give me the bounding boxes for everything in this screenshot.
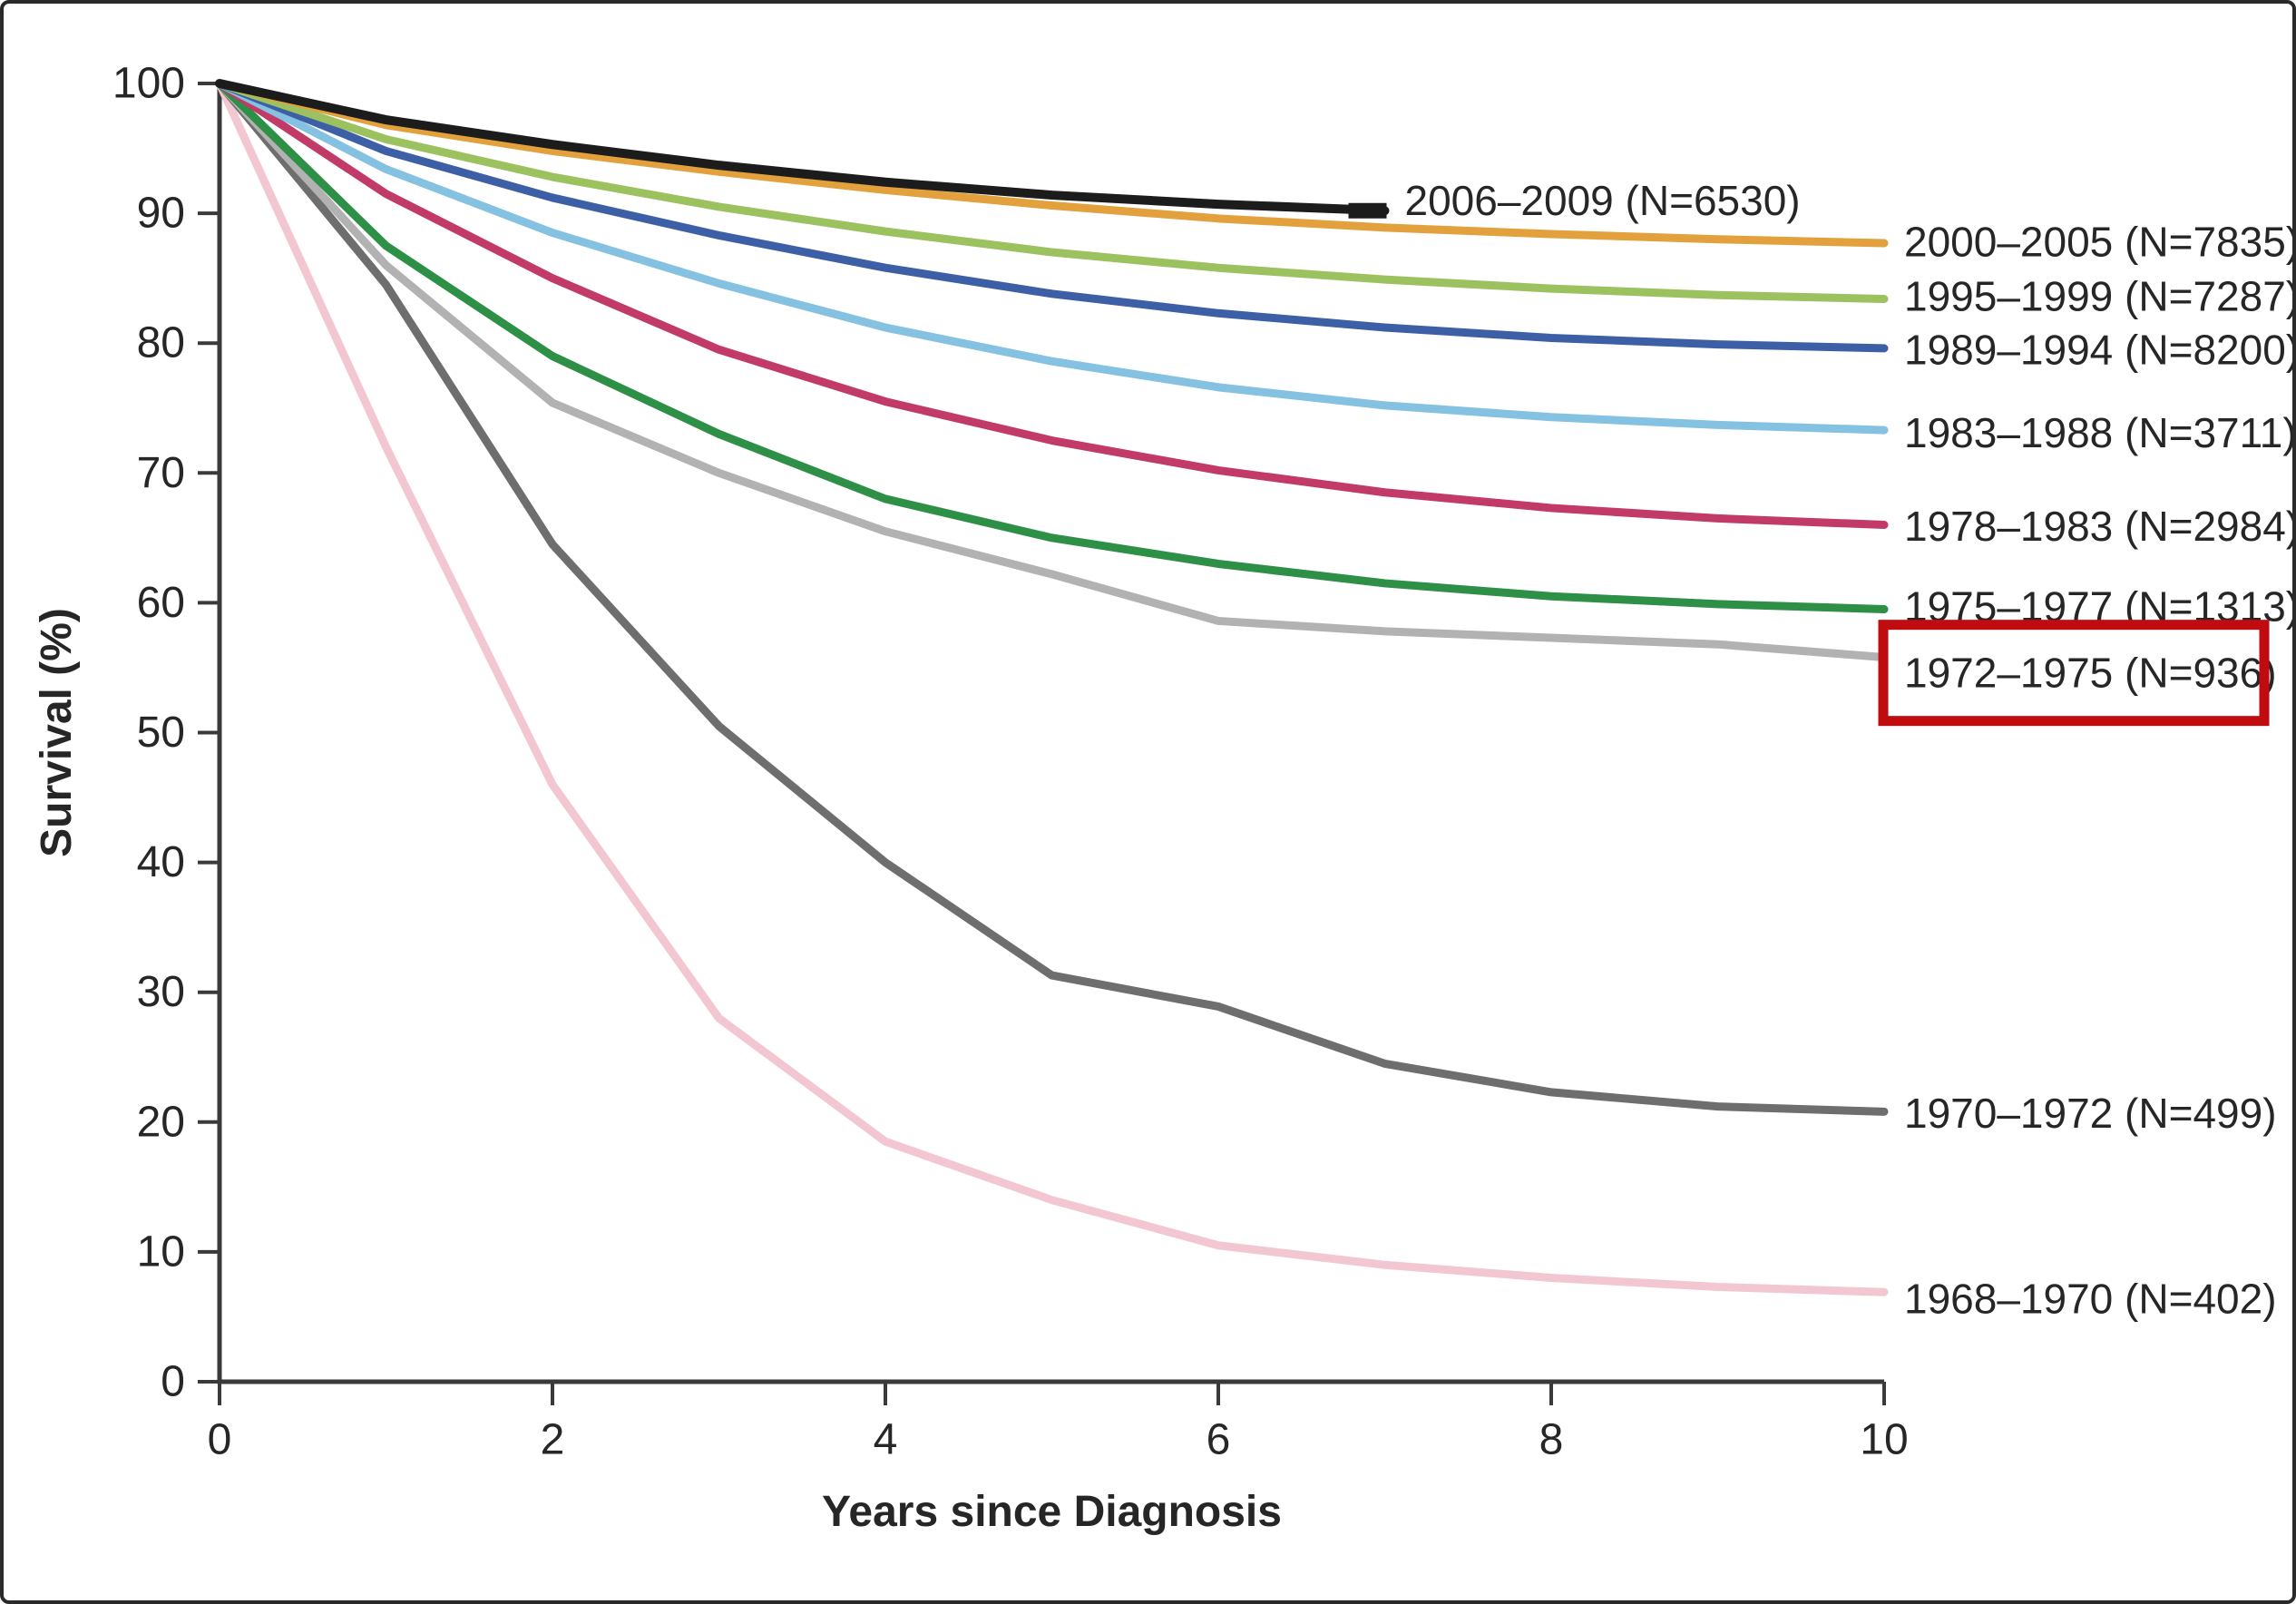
series-line-1995–1999: [215, 79, 1889, 304]
x-tick-label-6: 6: [1207, 1416, 1231, 1464]
series-label-2000–2005: 2000–2005 (N=7835): [1904, 219, 2296, 266]
x-tick-label-10: 10: [1860, 1416, 1908, 1464]
y-tick-label-40: 40: [137, 838, 185, 886]
y-tick-label-50: 50: [137, 709, 185, 757]
series-label-2006–2009: 2006–2009 (N=6530): [1405, 177, 1801, 224]
series-label-1983–1988: 1983–1988 (N=3711): [1904, 409, 2296, 456]
y-tick-label-70: 70: [137, 449, 185, 497]
series-label-1978–1983: 1978–1983 (N=2984): [1904, 503, 2296, 550]
series-line-1978–1983: [215, 79, 1889, 530]
series-label-1968–1970: 1968–1970 (N=402): [1904, 1275, 2277, 1322]
series-line-1970–1972: [215, 79, 1889, 1116]
y-tick-label-60: 60: [137, 579, 185, 627]
series-line-1975–1977: [215, 79, 1889, 614]
y-tick-label-80: 80: [137, 319, 185, 367]
series-label-1970–1972: 1970–1972 (N=499): [1904, 1090, 2277, 1137]
highlight-box-1972–1975: [1878, 620, 2270, 727]
series-label-1972–1975: 1972–1975 (N=936): [1904, 650, 2277, 697]
x-tick-label-0: 0: [208, 1416, 232, 1464]
axis-lines: [217, 83, 1884, 1384]
series-label-1989–1994: 1989–1994 (N=8200): [1904, 326, 2296, 373]
y-tick-label-10: 10: [137, 1227, 185, 1276]
series-layer: [215, 79, 1889, 1296]
series-line-2000–2005: [215, 79, 1889, 248]
y-tick-label-0: 0: [161, 1358, 185, 1406]
y-tick-label-90: 90: [137, 190, 185, 238]
y-tick-label-100: 100: [112, 60, 185, 108]
series-line-2006–2009: [215, 79, 1390, 216]
x-tick-label-8: 8: [1539, 1416, 1564, 1464]
axes-layer: 0 10 20 30 40 50 60 70 80 90 100 0 2 4 6 8 10: [112, 60, 1909, 1464]
annotation-layer: [1878, 620, 2270, 727]
y-axis-title: Survival (%): [33, 608, 81, 857]
series-line-1989–1994: [215, 79, 1889, 353]
x-axis-title: Years since Diagnosis: [822, 1488, 1282, 1536]
y-tick-label-30: 30: [137, 968, 185, 1016]
x-tick-label-4: 4: [874, 1416, 898, 1464]
y-tick-label-20: 20: [137, 1098, 185, 1146]
x-tick-label-2: 2: [541, 1416, 565, 1464]
series-line-1972–1975: [215, 79, 1889, 662]
series-line-1968–1970: [215, 79, 1889, 1296]
series-line-1983–1988: [215, 79, 1889, 435]
series-label-1995–1999: 1995–1999 (N=7287): [1904, 273, 2296, 320]
